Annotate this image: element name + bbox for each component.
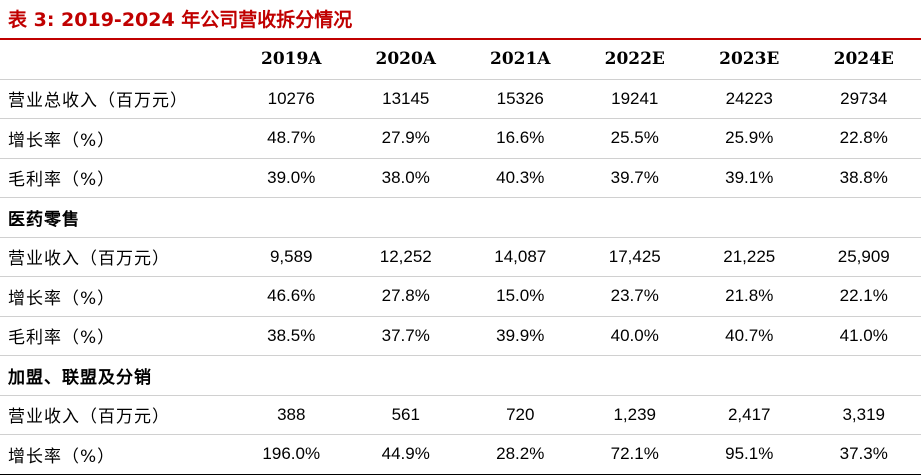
value-cell: 25.5%	[578, 119, 693, 159]
value-cell	[578, 356, 693, 396]
value-cell: 388	[234, 395, 349, 435]
value-cell: 37.7%	[349, 316, 464, 356]
header-cell: 2023E	[692, 40, 807, 79]
value-cell: 40.0%	[578, 316, 693, 356]
value-cell: 48.7%	[234, 119, 349, 159]
section-row: 加盟、联盟及分销	[0, 356, 921, 396]
table-row: 毛利率（%）39.0%38.0%40.3%39.7%39.1%38.8%	[0, 158, 921, 198]
value-cell: 38.8%	[807, 158, 921, 198]
value-cell: 39.1%	[692, 158, 807, 198]
row-label: 营业收入（百万元）	[0, 395, 234, 435]
value-cell: 37.3%	[807, 435, 921, 475]
section-label: 加盟、联盟及分销	[0, 356, 234, 396]
value-cell	[807, 198, 921, 238]
value-cell: 23.7%	[578, 277, 693, 317]
value-cell: 25,909	[807, 237, 921, 277]
value-cell	[234, 198, 349, 238]
header-cell: 2022E	[578, 40, 693, 79]
value-cell: 196.0%	[234, 435, 349, 475]
row-label: 增长率（%）	[0, 277, 234, 317]
value-cell: 22.1%	[807, 277, 921, 317]
header-cell: 2024E	[807, 40, 921, 79]
value-cell: 38.0%	[349, 158, 464, 198]
header-row: 2019A 2020A 2021A 2022E 2023E 2024E	[0, 40, 921, 79]
value-cell: 46.6%	[234, 277, 349, 317]
value-cell: 39.0%	[234, 158, 349, 198]
value-cell: 22.8%	[807, 119, 921, 159]
value-cell: 720	[463, 395, 578, 435]
value-cell: 95.1%	[692, 435, 807, 475]
value-cell	[692, 356, 807, 396]
value-cell: 29734	[807, 79, 921, 119]
value-cell: 27.8%	[349, 277, 464, 317]
value-cell	[692, 198, 807, 238]
value-cell: 16.6%	[463, 119, 578, 159]
value-cell	[463, 356, 578, 396]
table-title: 表 3: 2019-2024 年公司营收拆分情况	[8, 5, 352, 35]
section-label: 医药零售	[0, 198, 234, 238]
value-cell: 3,319	[807, 395, 921, 435]
value-cell: 40.7%	[692, 316, 807, 356]
value-cell: 72.1%	[578, 435, 693, 475]
table-row: 增长率（%）46.6%27.8%15.0%23.7%21.8%22.1%	[0, 277, 921, 317]
header-cell	[0, 40, 234, 79]
value-cell: 24223	[692, 79, 807, 119]
value-cell: 15326	[463, 79, 578, 119]
value-cell: 39.9%	[463, 316, 578, 356]
value-cell: 38.5%	[234, 316, 349, 356]
value-cell: 39.7%	[578, 158, 693, 198]
value-cell: 44.9%	[349, 435, 464, 475]
value-cell	[349, 198, 464, 238]
row-label: 毛利率（%）	[0, 158, 234, 198]
value-cell: 9,589	[234, 237, 349, 277]
section-row: 医药零售	[0, 198, 921, 238]
value-cell: 15.0%	[463, 277, 578, 317]
value-cell: 1,239	[578, 395, 693, 435]
value-cell: 27.9%	[349, 119, 464, 159]
value-cell: 2,417	[692, 395, 807, 435]
value-cell: 25.9%	[692, 119, 807, 159]
value-cell: 28.2%	[463, 435, 578, 475]
value-cell: 13145	[349, 79, 464, 119]
row-label: 增长率（%）	[0, 435, 234, 475]
row-label: 毛利率（%）	[0, 316, 234, 356]
value-cell: 21.8%	[692, 277, 807, 317]
value-cell: 17,425	[578, 237, 693, 277]
revenue-breakdown-table: 2019A 2020A 2021A 2022E 2023E 2024E 营业总收…	[0, 40, 921, 475]
value-cell: 19241	[578, 79, 693, 119]
value-cell: 41.0%	[807, 316, 921, 356]
header-cell: 2020A	[349, 40, 464, 79]
value-cell	[463, 198, 578, 238]
header-cell: 2019A	[234, 40, 349, 79]
table-row: 毛利率（%）38.5%37.7%39.9%40.0%40.7%41.0%	[0, 316, 921, 356]
value-cell	[349, 356, 464, 396]
value-cell: 14,087	[463, 237, 578, 277]
value-cell	[578, 198, 693, 238]
row-label: 营业收入（百万元）	[0, 237, 234, 277]
value-cell: 21,225	[692, 237, 807, 277]
value-cell	[807, 356, 921, 396]
value-cell: 40.3%	[463, 158, 578, 198]
value-cell: 561	[349, 395, 464, 435]
value-cell	[234, 356, 349, 396]
table-row: 增长率（%）196.0%44.9%28.2%72.1%95.1%37.3%	[0, 435, 921, 475]
table-row: 增长率（%）48.7%27.9%16.6%25.5%25.9%22.8%	[0, 119, 921, 159]
row-label: 营业总收入（百万元）	[0, 79, 234, 119]
row-label: 增长率（%）	[0, 119, 234, 159]
value-cell: 12,252	[349, 237, 464, 277]
header-cell: 2021A	[463, 40, 578, 79]
value-cell: 10276	[234, 79, 349, 119]
